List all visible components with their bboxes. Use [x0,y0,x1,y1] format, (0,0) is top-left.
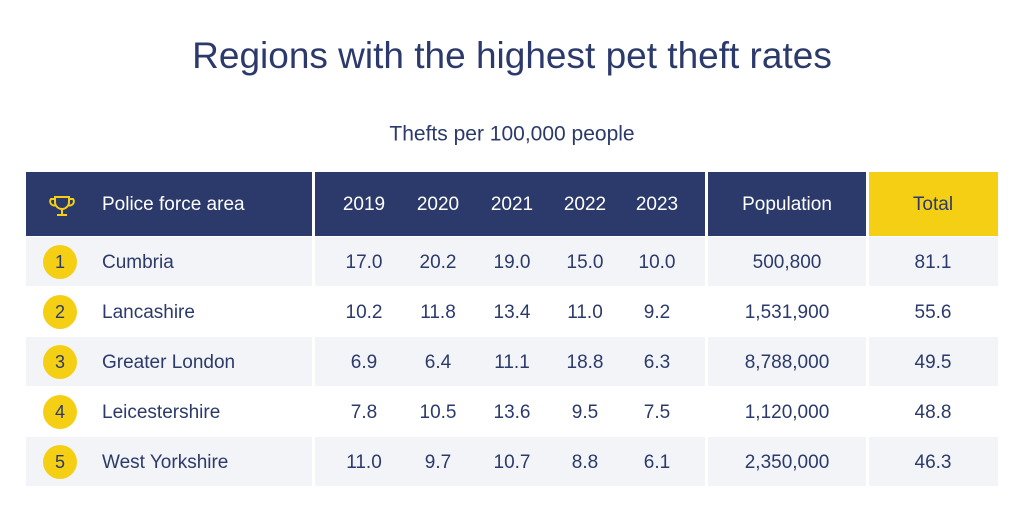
cell-value: 9.5 [572,402,598,423]
column-header: 2020 [417,194,459,215]
header-cell [869,172,998,236]
cell-value: 17.0 [346,252,383,273]
cell-value: 46.3 [915,452,952,473]
area-name: West Yorkshire [102,452,228,473]
cell-value: 81.1 [915,252,952,273]
cell-value: 500,800 [753,252,822,273]
row-background [315,337,705,386]
row-background [869,337,998,386]
row-background [315,237,705,286]
row-background [315,437,705,486]
cell-value: 10.0 [639,252,676,273]
rank-number: 4 [55,402,65,422]
column-header: Police force area [102,194,245,215]
column-header: 2019 [343,194,385,215]
cell-value: 13.6 [494,402,531,423]
cell-value: 6.1 [644,452,670,473]
rank-number: 1 [55,252,65,272]
rank-badge [43,295,77,329]
column-header: Total [913,194,953,215]
cell-value: 15.0 [567,252,604,273]
trophy-icon [49,196,75,216]
cell-value: 8.8 [572,452,598,473]
cell-value: 11.0 [346,452,382,473]
cell-value: 7.5 [644,402,670,423]
cell-value: 19.0 [494,252,531,273]
cell-value: 48.8 [915,402,952,423]
header-cell [708,172,866,236]
rank-badge [43,445,77,479]
column-header: 2023 [636,194,678,215]
row-background [708,437,866,486]
cell-value: 10.2 [346,302,383,323]
area-name: Leicestershire [102,402,220,423]
cell-value: 10.5 [420,402,457,423]
cell-value: 6.3 [644,352,670,373]
cell-value: 10.7 [494,452,531,473]
header-cell [315,172,705,236]
rank-badge [43,395,77,429]
row-background [708,237,866,286]
rank-badge [43,245,77,279]
cell-value: 13.4 [494,302,531,323]
cell-value: 6.4 [425,352,452,373]
row-background [708,337,866,386]
column-header: 2021 [491,194,533,215]
row-background [869,437,998,486]
area-name: Lancashire [102,302,195,323]
row-background [869,237,998,286]
subtitle: Thefts per 100,000 people [389,123,634,146]
cell-value: 9.2 [644,302,670,323]
table [26,172,998,236]
column-header: 2022 [564,194,606,215]
cell-value: 8,788,000 [745,352,830,373]
cell-value: 11.0 [567,302,603,323]
title: Regions with the highest pet theft rates [192,35,832,76]
cell-value: 20.2 [420,252,457,273]
cell-value: 55.6 [915,302,952,323]
cell-value: 49.5 [915,352,952,373]
area-name: Cumbria [102,252,174,273]
rank-badge [43,345,77,379]
cell-value: 11.8 [420,302,456,323]
rank-number: 3 [55,352,65,372]
cell-value: 9.7 [425,452,451,473]
column-header: Population [742,194,832,215]
cell-value: 2,350,000 [745,452,830,473]
cell-value: 1,531,900 [745,302,830,323]
rank-number: 2 [55,302,65,322]
cell-value: 11.1 [494,352,530,373]
cell-value: 1,120,000 [745,402,830,423]
area-name: Greater London [102,352,235,373]
cell-value: 6.9 [351,352,377,373]
cell-value: 7.8 [351,402,377,423]
rank-number: 5 [55,452,65,472]
cell-value: 18.8 [567,352,604,373]
